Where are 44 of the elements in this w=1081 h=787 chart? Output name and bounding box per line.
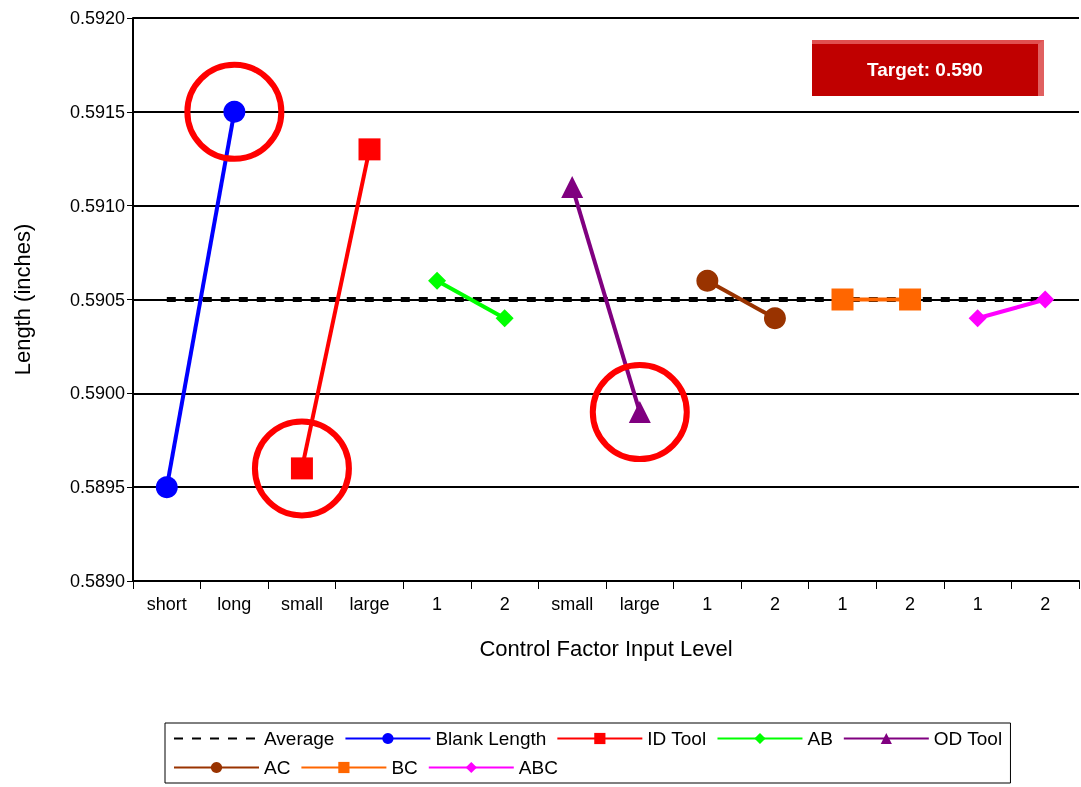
- point: [696, 269, 719, 292]
- x-tick-label: long: [217, 594, 252, 614]
- x-tick-label: 1: [432, 594, 443, 614]
- y-tick-label: 0.5920: [69, 8, 125, 28]
- point: [358, 138, 381, 161]
- y-tick-label: 0.5915: [69, 101, 125, 122]
- x-tick-label: 2: [769, 594, 780, 614]
- legend-label: BC: [391, 757, 418, 778]
- x-tick-label: 1: [837, 594, 848, 614]
- x-tick-label: large: [619, 594, 660, 614]
- legend-label: Blank Length: [435, 728, 547, 749]
- point: [155, 476, 178, 499]
- x-tick-label: small: [551, 594, 594, 614]
- legend-label: AC: [264, 757, 291, 778]
- point: [495, 309, 514, 328]
- y-tick-label: 0.5895: [69, 477, 125, 498]
- point: [428, 271, 447, 290]
- x-tick-label: 2: [1040, 594, 1051, 614]
- point: [968, 309, 987, 328]
- legend-label: Average: [264, 728, 335, 749]
- y-tick-label: 0.5910: [69, 195, 125, 216]
- x-tick-label: 2: [905, 594, 916, 614]
- point: [1036, 290, 1055, 309]
- point: [831, 288, 854, 311]
- point: [763, 307, 786, 330]
- y-tick-label: 0.5890: [69, 571, 125, 591]
- note-box: Target: 0.590: [812, 40, 1044, 96]
- x-tick-label: large: [349, 594, 390, 614]
- x-tick-label: short: [146, 594, 187, 614]
- legend-label: ABC: [518, 757, 558, 778]
- legend-label: OD Tool: [933, 728, 1003, 749]
- point: [223, 100, 246, 123]
- x-tick-label: 1: [972, 594, 983, 614]
- x-axis-title: Control Factor Input Level: [479, 635, 733, 661]
- y-tick-label: 0.5900: [69, 383, 125, 404]
- x-tick-label: small: [280, 594, 323, 614]
- point: [290, 457, 313, 480]
- legend-label: AB: [807, 728, 833, 749]
- legend-label: ID Tool: [647, 728, 707, 749]
- y-tick-label: 0.5905: [69, 289, 125, 310]
- x-tick-label: 2: [499, 594, 510, 614]
- y-axis-title: Length (inches): [9, 223, 35, 376]
- x-tick-label: 1: [702, 594, 713, 614]
- point: [899, 288, 922, 311]
